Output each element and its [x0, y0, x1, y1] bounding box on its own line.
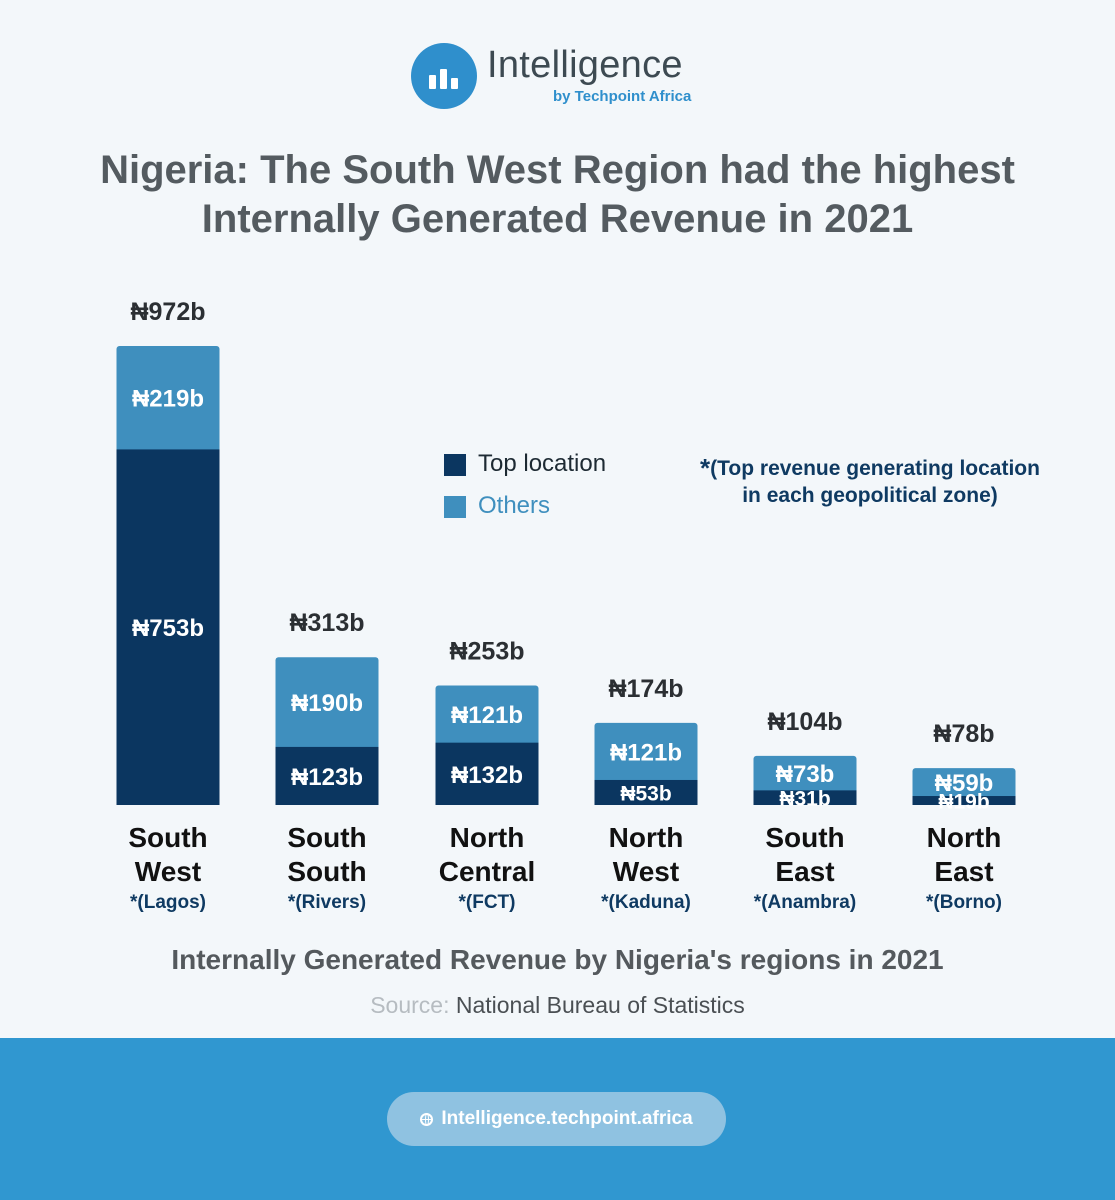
bar-chart: ₦219b₦753b₦972bSouthWest*(Lagos)₦190b₦12…	[116, 298, 1016, 913]
note-star: *	[700, 453, 711, 483]
bar-others	[116, 346, 220, 453]
category-sublabel: *(Anambra)	[754, 892, 856, 913]
legend-label-others: Others	[478, 492, 551, 519]
category-label: South	[287, 822, 366, 853]
bar-label-others: ₦59b	[935, 770, 994, 797]
bar-top-location	[912, 796, 1016, 805]
category-label: West	[135, 856, 201, 887]
brand-name: Intelligence	[487, 44, 683, 86]
category-label: Central	[439, 856, 535, 887]
category-sublabel: *(Lagos)	[130, 892, 206, 913]
category-label: East	[775, 856, 834, 887]
category-sublabel: *(Kaduna)	[601, 892, 691, 913]
bar-top-location	[435, 742, 539, 805]
website-link[interactable]: Intelligence.techpoint.africa	[387, 1092, 726, 1146]
category-label: North	[450, 822, 525, 853]
category-sublabel: *(Borno)	[926, 892, 1002, 913]
category-label: East	[934, 856, 993, 887]
category-label: South	[128, 822, 207, 853]
bar-top-location	[275, 746, 379, 805]
bar-total-label: ₦174b	[608, 675, 683, 703]
header: Intelligence by Techpoint Africa	[0, 0, 1115, 120]
chart-caption: Internally Generated Revenue by Nigeria'…	[171, 944, 944, 975]
category-label: West	[613, 856, 679, 887]
category-label: North	[609, 822, 684, 853]
bar-label-top-location: ₦753b	[132, 615, 204, 642]
bar-label-others: ₦121b	[610, 739, 682, 766]
bar-total-label: ₦972b	[130, 298, 205, 326]
source-line: Source: National Bureau of Statistics	[0, 992, 1115, 1019]
bar-label-others: ₦190b	[291, 690, 363, 717]
bar-total-label: ₦78b	[933, 720, 994, 748]
bar-label-others: ₦219b	[132, 386, 204, 413]
category-label: South	[287, 856, 366, 887]
note-line-2: in each geopolitical zone)	[742, 484, 998, 507]
bar-others	[753, 755, 857, 794]
chart-note: *(Top revenue generating location in eac…	[640, 455, 1100, 509]
bar-others	[912, 768, 1016, 800]
bar-top-location	[116, 449, 220, 805]
source-value: National Bureau of Statistics	[455, 992, 745, 1018]
note-line-1: (Top revenue generating location	[710, 457, 1040, 480]
bar-label-top-location: ₦132b	[451, 762, 523, 789]
bar-top-location	[594, 779, 698, 805]
category-sublabel: *(FCT)	[459, 892, 516, 913]
legend-label-top: Top location	[478, 450, 607, 477]
bar-label-top-location: ₦19b	[938, 791, 989, 814]
bar-total-label: ₦104b	[767, 708, 842, 736]
logo-icon	[411, 43, 477, 109]
bar-label-top-location: ₦53b	[620, 782, 671, 805]
footer: Intelligence.techpoint.africa	[0, 1038, 1115, 1200]
bar-total-label: ₦313b	[289, 609, 364, 637]
bar-others	[435, 685, 539, 746]
category-label: South	[765, 822, 844, 853]
website-url: Intelligence.techpoint.africa	[441, 1108, 693, 1129]
title-line-1: Nigeria: The South West Region had the h…	[100, 148, 1015, 192]
bar-label-top-location: ₦123b	[291, 764, 363, 791]
source-label: Source:	[370, 992, 450, 1018]
bar-others	[594, 722, 698, 783]
bar-top-location	[753, 790, 857, 805]
legend-swatch-top	[444, 454, 466, 476]
bar-total-label: ₦253b	[449, 638, 524, 666]
bar-others	[275, 657, 379, 750]
globe-icon	[420, 1112, 434, 1126]
bar-label-others: ₦73b	[776, 761, 835, 788]
category-sublabel: *(Rivers)	[288, 892, 366, 913]
category-label: North	[927, 822, 1002, 853]
page-title: Nigeria: The South West Region had the h…	[0, 146, 1115, 244]
bar-label-top-location: ₦31b	[779, 788, 830, 811]
title-line-2: Internally Generated Revenue in 2021	[201, 197, 914, 241]
legend-swatch-others	[444, 496, 466, 518]
brand-subtitle: by Techpoint Africa	[553, 88, 692, 105]
bar-label-others: ₦121b	[451, 702, 523, 729]
